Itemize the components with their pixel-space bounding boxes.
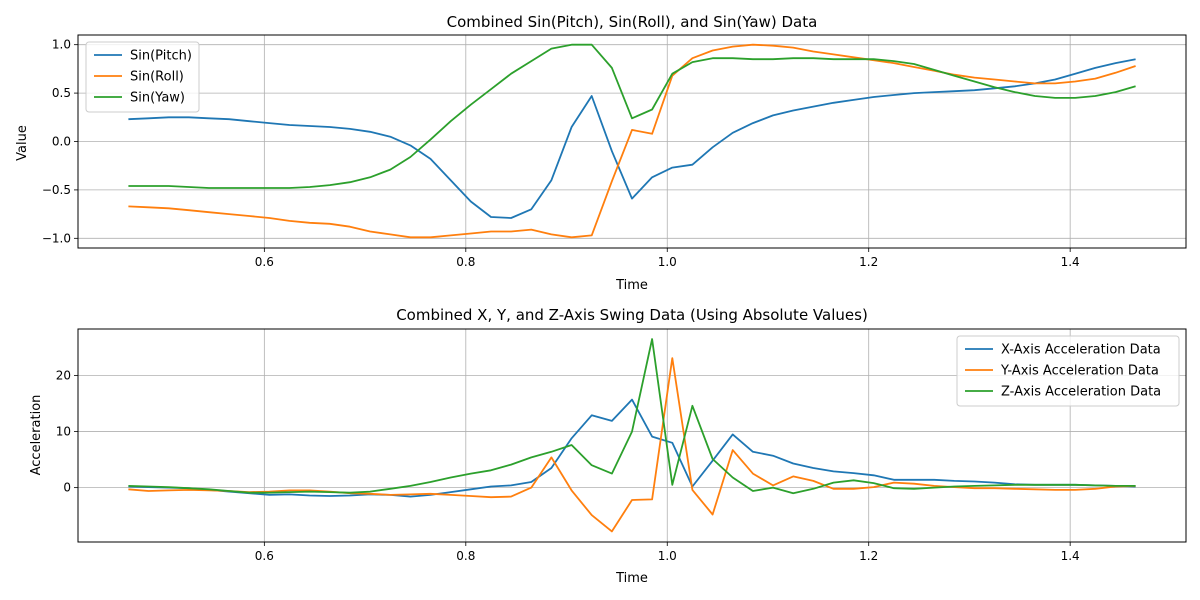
legend-label: Sin(Pitch) xyxy=(130,49,192,64)
y-axis-label: Acceleration xyxy=(29,395,44,476)
legend-box xyxy=(956,335,1180,407)
y-tick-label: 10 xyxy=(56,425,71,439)
series-line-sin-roll xyxy=(128,43,1136,239)
legend: X-Axis Acceleration Data Y-Axis Accelerat… xyxy=(956,335,1180,407)
chart-title: Combined X, Y, and Z-Axis Swing Data (Us… xyxy=(396,306,868,324)
x-tick-label: 1.4 xyxy=(1061,549,1080,563)
x-tick-label: 0.8 xyxy=(456,255,475,269)
x-tick-label: 1.0 xyxy=(658,549,677,563)
chart-orientation: Combined Sin(Pitch), Sin(Roll), and Sin(… xyxy=(15,13,1187,293)
x-axis-label: Time xyxy=(615,278,648,293)
y-axis-label: Value xyxy=(15,125,30,161)
x-tick-label: 1.0 xyxy=(658,255,677,269)
series-line-sin-pitch xyxy=(128,58,1136,219)
plot-frame xyxy=(77,328,1187,543)
x-tick-label: 1.2 xyxy=(859,549,878,563)
series-line-y-axis-acceleration-data xyxy=(128,357,1136,533)
y-tick-label: 0.5 xyxy=(52,86,71,100)
y-tick-label: 0 xyxy=(63,481,71,495)
x-tick-label: 1.2 xyxy=(859,255,878,269)
legend-label: Sin(Yaw) xyxy=(130,91,185,106)
y-tick-label: 20 xyxy=(56,369,71,383)
legend-label: Y-Axis Acceleration Data xyxy=(1000,364,1159,379)
legend-label: X-Axis Acceleration Data xyxy=(1001,343,1161,358)
x-tick-label: 0.6 xyxy=(255,549,274,563)
x-axis-ticks: 0.6 0.8 1.0 1.2 1.4 xyxy=(255,542,1080,563)
series-line-sin-yaw xyxy=(128,43,1136,189)
chart-title: Combined Sin(Pitch), Sin(Roll), and Sin(… xyxy=(447,13,818,31)
grid xyxy=(78,35,1186,248)
chart-acceleration: Combined X, Y, and Z-Axis Swing Data (Us… xyxy=(29,306,1187,586)
y-tick-label: −1.0 xyxy=(42,231,71,245)
y-axis-ticks: −1.0 −0.5 0.0 0.5 1.0 xyxy=(42,38,78,245)
legend-label: Z-Axis Acceleration Data xyxy=(1001,385,1161,400)
x-tick-label: 0.6 xyxy=(255,255,274,269)
x-tick-label: 0.8 xyxy=(456,549,475,563)
plot-series xyxy=(128,338,1136,533)
x-axis-ticks: 0.6 0.8 1.0 1.2 1.4 xyxy=(255,248,1080,269)
y-axis-ticks: 0 10 20 xyxy=(56,369,78,495)
series-line-z-axis-acceleration-data xyxy=(128,338,1136,495)
legend: Sin(Pitch) Sin(Roll) Sin(Yaw) xyxy=(85,41,200,113)
x-axis-label: Time xyxy=(615,571,648,586)
y-tick-label: 0.0 xyxy=(52,135,71,149)
y-tick-label: 1.0 xyxy=(52,38,71,52)
x-tick-label: 1.4 xyxy=(1061,255,1080,269)
series-line-x-axis-acceleration-data xyxy=(128,398,1136,498)
legend-label: Sin(Roll) xyxy=(130,70,184,85)
plot-series xyxy=(128,43,1136,239)
legend-box xyxy=(85,41,200,113)
y-tick-label: −0.5 xyxy=(42,183,71,197)
